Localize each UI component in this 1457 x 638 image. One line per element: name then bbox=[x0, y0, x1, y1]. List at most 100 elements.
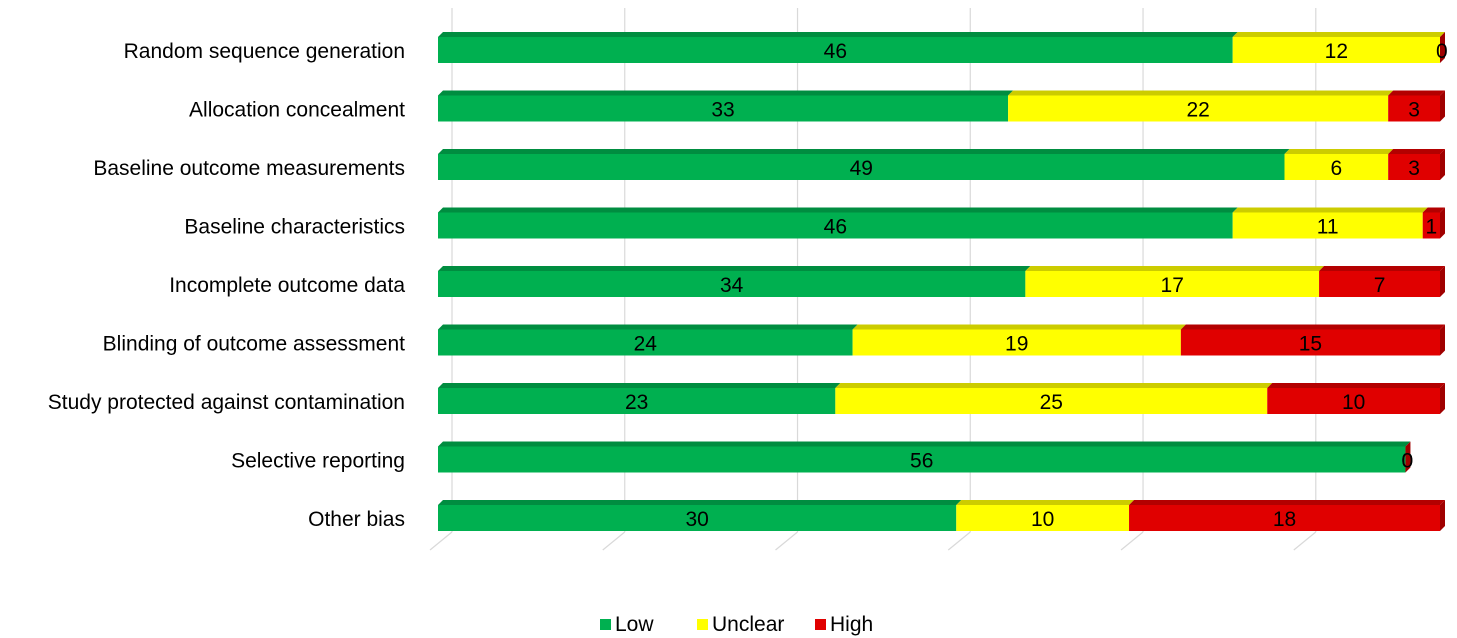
bar-face bbox=[835, 388, 1268, 414]
bar-top bbox=[1180, 324, 1445, 330]
data-label: 1 bbox=[1426, 216, 1438, 239]
bar-face bbox=[438, 212, 1233, 239]
bar-segment-high bbox=[1388, 90, 1445, 122]
bar-end bbox=[1440, 266, 1445, 297]
bar-face bbox=[438, 37, 1233, 63]
bar-segment-high bbox=[1422, 207, 1445, 239]
bar-face bbox=[1008, 95, 1389, 122]
bar-face bbox=[1284, 154, 1389, 180]
bar-top bbox=[1284, 149, 1394, 154]
category-label: Selective reporting bbox=[231, 450, 405, 473]
bar-top bbox=[1267, 383, 1445, 388]
gridline-floor bbox=[1293, 531, 1317, 551]
bar-face bbox=[1129, 505, 1440, 531]
data-label: 18 bbox=[1273, 508, 1296, 531]
legend-label-high: High bbox=[830, 613, 873, 636]
bar-face bbox=[438, 446, 1406, 473]
legend-swatch-unclear bbox=[697, 619, 708, 630]
data-label: 12 bbox=[1325, 40, 1348, 63]
data-label: 22 bbox=[1186, 99, 1209, 122]
bar-top bbox=[438, 207, 1238, 213]
category-label: Random sequence generation bbox=[124, 40, 405, 63]
bar-face bbox=[1232, 212, 1423, 239]
bar-segment-unclear bbox=[1232, 32, 1445, 63]
data-label: 24 bbox=[634, 333, 658, 356]
data-label: 0 bbox=[1436, 40, 1448, 63]
bar-top bbox=[1388, 90, 1445, 96]
gridline-floor bbox=[1120, 531, 1144, 551]
bar-top bbox=[956, 500, 1135, 505]
bar-top bbox=[438, 149, 1290, 154]
bar-end bbox=[1440, 149, 1445, 180]
bar-face bbox=[438, 271, 1026, 297]
bar-face bbox=[438, 388, 836, 414]
bar-top bbox=[835, 383, 1273, 388]
bar-end bbox=[1440, 90, 1445, 122]
data-label: 19 bbox=[1005, 333, 1028, 356]
bar-face bbox=[1232, 37, 1440, 63]
bar-segment-unclear bbox=[1025, 266, 1325, 297]
data-label: 3 bbox=[1408, 99, 1420, 122]
legend-label-low: Low bbox=[615, 613, 654, 636]
data-label: 3 bbox=[1408, 157, 1420, 180]
legend-swatch-high bbox=[815, 619, 826, 630]
category-label: Allocation concealment bbox=[189, 99, 405, 122]
bar-top bbox=[438, 500, 962, 505]
data-label: 25 bbox=[1040, 391, 1063, 414]
bar-face bbox=[438, 505, 957, 531]
bar-top bbox=[852, 324, 1186, 330]
bar-face bbox=[1267, 388, 1440, 414]
category-label: Study protected against contamination bbox=[48, 391, 405, 414]
bar-segment-high bbox=[1319, 266, 1445, 297]
bar-top bbox=[1422, 207, 1445, 213]
bar-segment-high bbox=[1388, 149, 1445, 180]
bar-segment-low bbox=[438, 149, 1290, 180]
bar-top bbox=[1388, 149, 1445, 154]
bar-top bbox=[1129, 500, 1445, 505]
bar-top bbox=[1232, 32, 1445, 37]
bar-segment-unclear bbox=[956, 500, 1135, 531]
category-label: Baseline outcome measurements bbox=[93, 157, 405, 180]
data-label: 11 bbox=[1317, 216, 1339, 239]
data-label: 49 bbox=[850, 157, 873, 180]
bar-top bbox=[438, 324, 858, 330]
bar-segment-high bbox=[1129, 500, 1445, 531]
bar-top bbox=[438, 383, 841, 388]
bar-segment-low bbox=[438, 383, 841, 414]
bar-segment-unclear bbox=[835, 383, 1273, 414]
legend-label-unclear: Unclear bbox=[712, 613, 784, 636]
data-label: 0 bbox=[1401, 450, 1413, 473]
bar-top bbox=[1008, 90, 1394, 96]
bar-face bbox=[438, 95, 1009, 122]
bar-face bbox=[438, 154, 1285, 180]
bar-face bbox=[1388, 95, 1440, 122]
data-label: 33 bbox=[711, 99, 734, 122]
bar-segment-high bbox=[1267, 383, 1445, 414]
bars: 4612033223496346111341772419152325105600… bbox=[438, 32, 1448, 531]
bar-end bbox=[1440, 500, 1445, 531]
bar-face bbox=[1422, 212, 1440, 239]
bar-top bbox=[1232, 207, 1428, 213]
bar-segment-low bbox=[438, 90, 1014, 122]
data-label: 46 bbox=[824, 216, 847, 239]
bar-end bbox=[1440, 207, 1445, 239]
bar-top bbox=[438, 441, 1411, 447]
category-label: Baseline characteristics bbox=[184, 216, 405, 239]
bar-face bbox=[1180, 329, 1440, 356]
data-label: 15 bbox=[1299, 333, 1322, 356]
gridline-floor bbox=[775, 531, 798, 551]
bar-face bbox=[1319, 271, 1440, 297]
data-label: 46 bbox=[824, 40, 847, 63]
legend: Low Unclear High bbox=[600, 613, 873, 636]
bar-segment-low bbox=[438, 32, 1238, 63]
bar-face bbox=[438, 329, 853, 356]
legend-swatch-low bbox=[600, 619, 611, 630]
bar-segment-low bbox=[438, 441, 1411, 473]
category-label: Incomplete outcome data bbox=[169, 274, 405, 297]
category-labels: Random sequence generation Allocation con… bbox=[48, 40, 406, 531]
bar-segment-high bbox=[1405, 441, 1411, 473]
data-label: 56 bbox=[910, 450, 933, 473]
data-label: 30 bbox=[685, 508, 708, 531]
bar-segment-high bbox=[1440, 32, 1445, 63]
